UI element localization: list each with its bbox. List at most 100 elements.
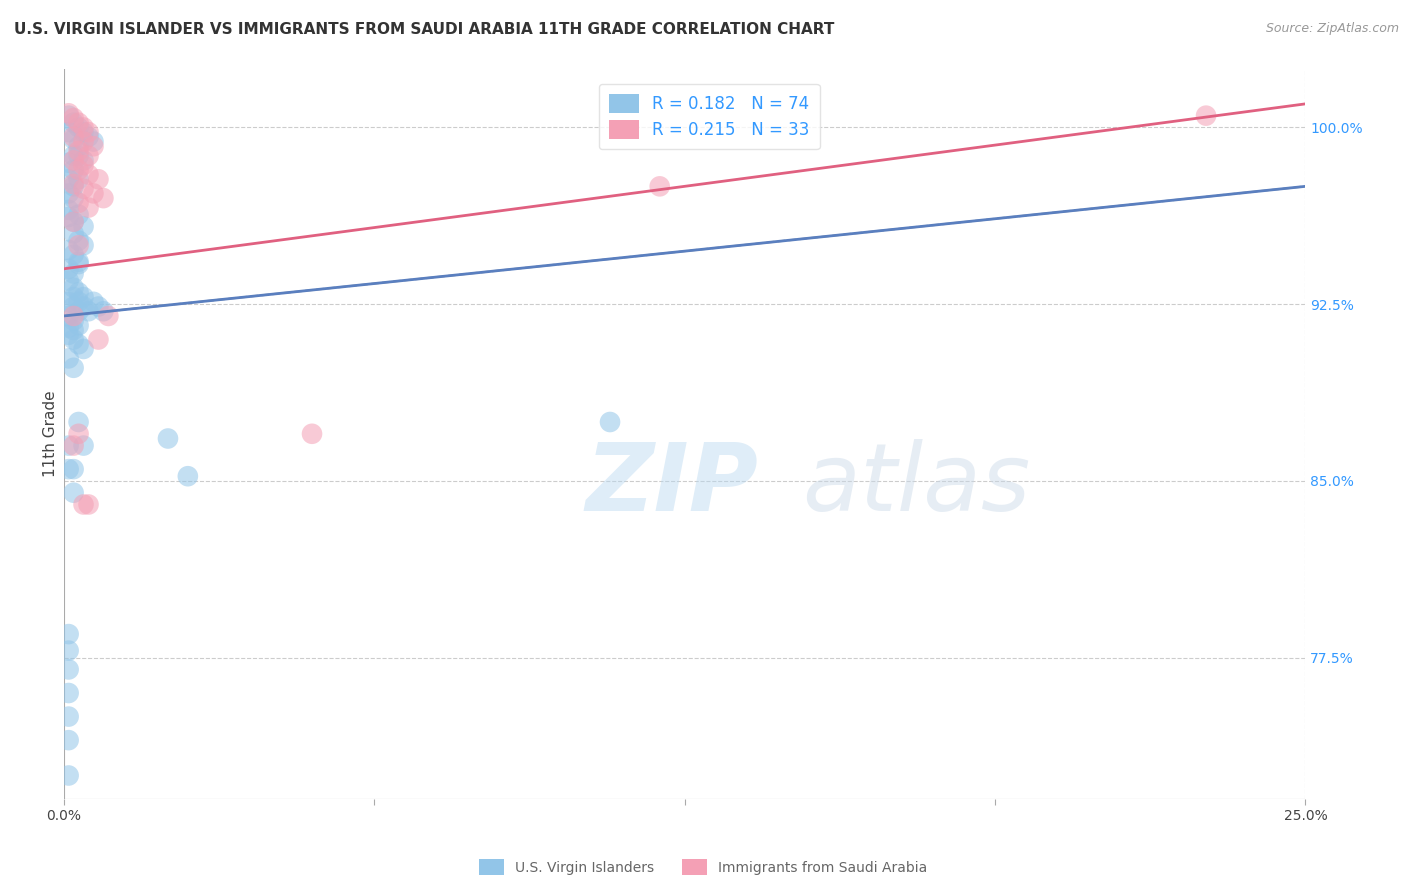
Point — [72, 300, 94, 314]
Point — [58, 210, 80, 224]
Point — [72, 439, 94, 453]
Point — [93, 304, 115, 318]
Point — [72, 120, 94, 135]
Point — [72, 219, 94, 234]
Point — [67, 238, 90, 252]
Point — [62, 323, 84, 337]
Text: ZIP: ZIP — [585, 439, 758, 531]
Point — [67, 149, 90, 163]
Point — [62, 179, 84, 194]
Point — [72, 135, 94, 149]
Point — [62, 281, 84, 295]
Point — [58, 274, 80, 288]
Point — [58, 186, 80, 201]
Point — [58, 663, 80, 677]
Point — [62, 300, 84, 314]
Point — [58, 351, 80, 366]
Point — [67, 116, 90, 130]
Point — [77, 125, 100, 139]
Point — [58, 733, 80, 747]
Point — [67, 415, 90, 429]
Point — [67, 234, 90, 248]
Point — [82, 135, 104, 149]
Point — [58, 202, 80, 217]
Point — [77, 168, 100, 182]
Point — [62, 290, 84, 304]
Point — [97, 309, 120, 323]
Point — [58, 125, 80, 139]
Point — [58, 320, 80, 334]
Point — [77, 498, 100, 512]
Point — [67, 144, 90, 158]
Point — [93, 191, 115, 205]
Point — [62, 485, 84, 500]
Point — [62, 177, 84, 191]
Point — [62, 462, 84, 476]
Point — [77, 304, 100, 318]
Point — [67, 172, 90, 186]
Text: Source: ZipAtlas.com: Source: ZipAtlas.com — [1265, 22, 1399, 36]
Point — [301, 426, 323, 441]
Point — [62, 191, 84, 205]
Point — [62, 162, 84, 177]
Point — [67, 208, 90, 222]
Point — [72, 342, 94, 356]
Point — [72, 238, 94, 252]
Point — [58, 686, 80, 700]
Point — [67, 120, 90, 135]
Point — [67, 139, 90, 153]
Point — [67, 318, 90, 333]
Point — [62, 267, 84, 281]
Point — [58, 643, 80, 657]
Text: atlas: atlas — [803, 440, 1031, 531]
Legend: R = 0.182   N = 74, R = 0.215   N = 33: R = 0.182 N = 74, R = 0.215 N = 33 — [599, 84, 820, 149]
Point — [58, 327, 80, 342]
Point — [58, 627, 80, 641]
Point — [58, 768, 80, 782]
Y-axis label: 11th Grade: 11th Grade — [44, 391, 58, 477]
Point — [67, 304, 90, 318]
Point — [58, 439, 80, 453]
Point — [58, 109, 80, 123]
Point — [156, 432, 179, 446]
Point — [82, 139, 104, 153]
Point — [67, 254, 90, 268]
Point — [62, 215, 84, 229]
Point — [77, 201, 100, 215]
Point — [58, 155, 80, 169]
Point — [67, 337, 90, 351]
Point — [648, 179, 671, 194]
Point — [67, 257, 90, 271]
Point — [82, 186, 104, 201]
Point — [599, 415, 621, 429]
Point — [58, 462, 80, 476]
Point — [62, 132, 84, 146]
Point — [87, 300, 110, 314]
Point — [77, 129, 100, 144]
Point — [67, 294, 90, 309]
Point — [72, 182, 94, 196]
Point — [1195, 109, 1218, 123]
Point — [62, 309, 84, 323]
Text: U.S. VIRGIN ISLANDER VS IMMIGRANTS FROM SAUDI ARABIA 11TH GRADE CORRELATION CHAR: U.S. VIRGIN ISLANDER VS IMMIGRANTS FROM … — [14, 22, 834, 37]
Point — [62, 248, 84, 262]
Point — [58, 309, 80, 323]
Point — [58, 243, 80, 257]
Point — [67, 195, 90, 210]
Point — [58, 709, 80, 723]
Point — [62, 111, 84, 125]
Point — [72, 158, 94, 172]
Point — [72, 290, 94, 304]
Point — [72, 125, 94, 139]
Point — [58, 294, 80, 309]
Legend: U.S. Virgin Islanders, Immigrants from Saudi Arabia: U.S. Virgin Islanders, Immigrants from S… — [474, 854, 932, 880]
Point — [62, 116, 84, 130]
Point — [67, 426, 90, 441]
Point — [62, 227, 84, 241]
Point — [58, 106, 80, 120]
Point — [67, 162, 90, 177]
Point — [72, 498, 94, 512]
Point — [72, 153, 94, 168]
Point — [62, 333, 84, 347]
Point — [82, 294, 104, 309]
